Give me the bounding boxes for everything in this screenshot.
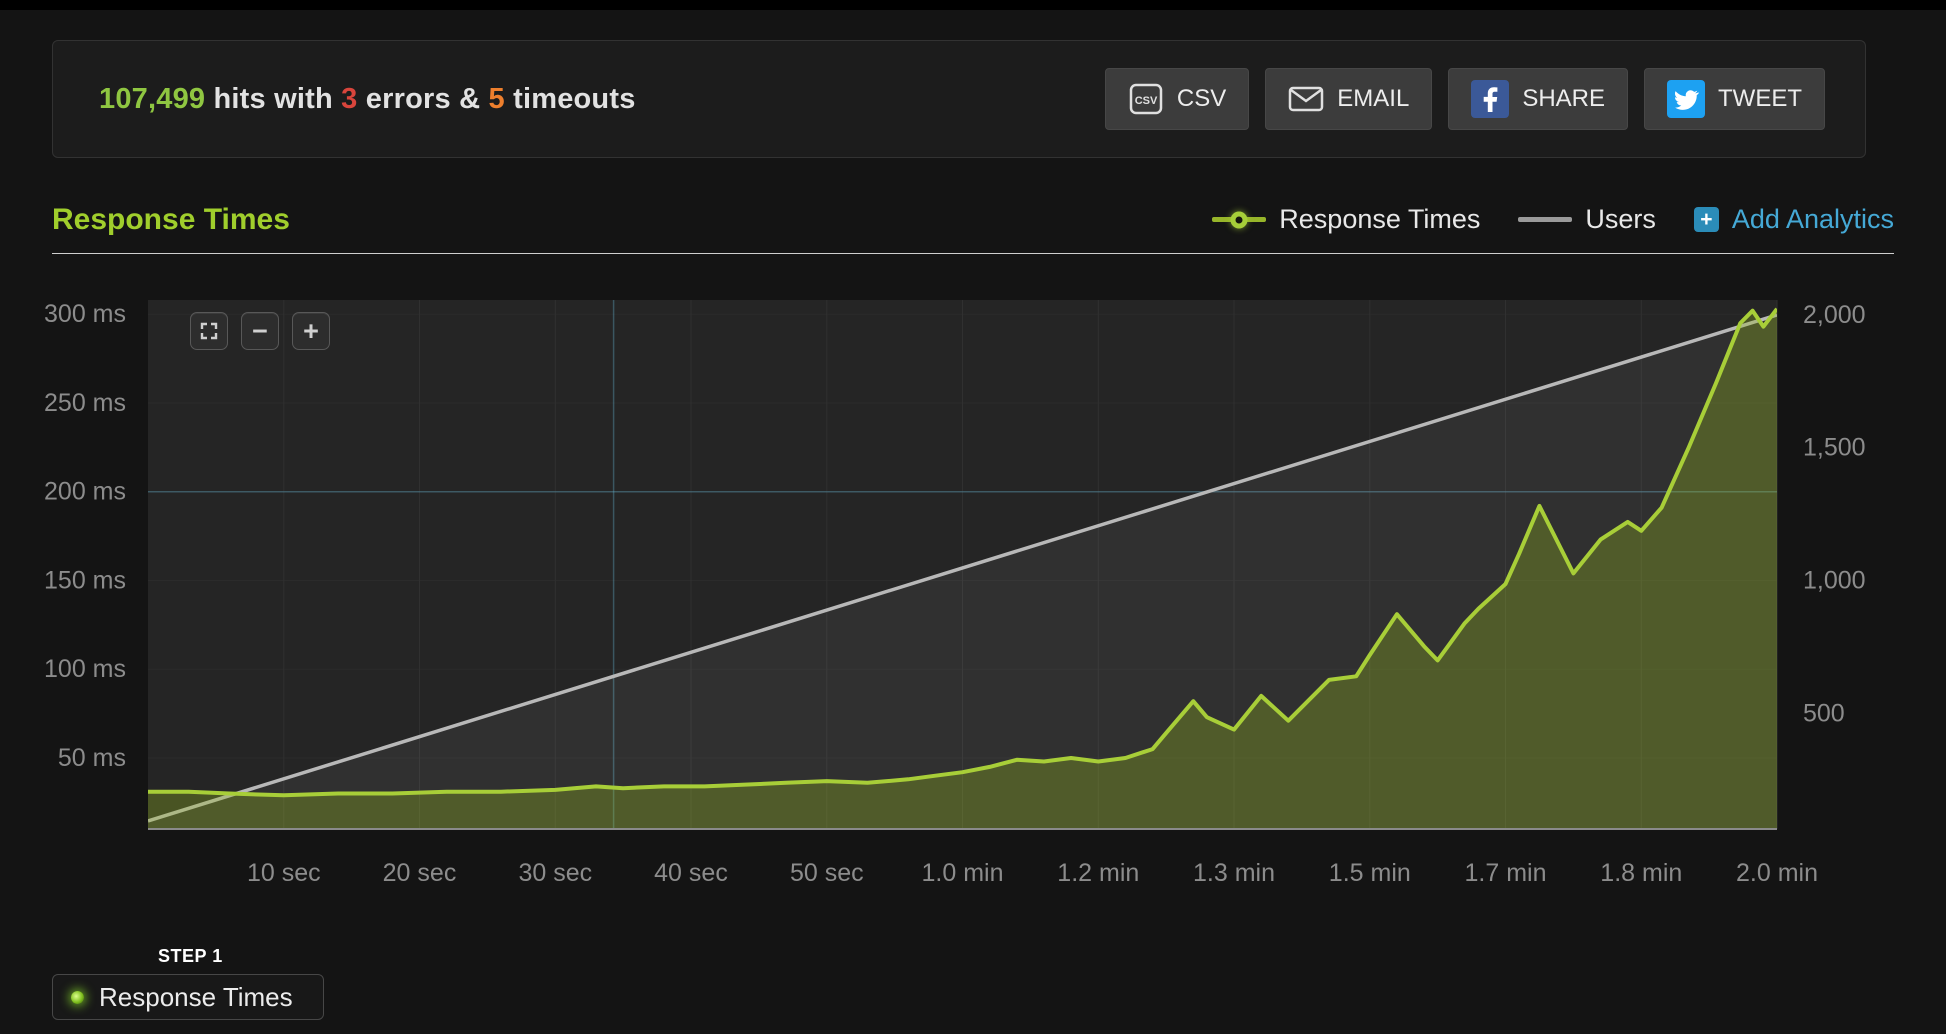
svg-text:1,500: 1,500 [1803,434,1866,462]
svg-text:2.0 min: 2.0 min [1736,859,1818,887]
zoom-in-button[interactable]: + [292,312,330,350]
series-status-dot-icon [71,990,84,1004]
chart-section-header: Response Times Response Times Users + Ad… [52,196,1894,254]
legend-response-times-label: Response Times [1279,204,1481,234]
svg-text:1.5 min: 1.5 min [1329,859,1411,887]
minus-icon: − [252,315,268,346]
top-edge [0,0,1946,10]
hits-count: 107,499 [99,82,206,115]
users-legend-marker-icon [1518,217,1573,222]
svg-text:CSV: CSV [1135,95,1158,107]
step-number-label: STEP 1 [158,946,223,966]
step-1-series-box[interactable]: Response Times [52,974,324,1020]
svg-text:100 ms: 100 ms [44,655,126,683]
csv-button[interactable]: CSV CSV [1104,68,1250,130]
email-button[interactable]: EMAIL [1265,68,1433,130]
timeouts-text: timeouts [513,82,636,115]
fit-view-button[interactable] [190,312,228,350]
timeouts-count: 5 [488,82,505,115]
tweet-button[interactable]: TWEET [1644,68,1825,130]
svg-text:150 ms: 150 ms [44,567,126,595]
chart-zoom-controls: − + [190,312,330,350]
legend-users-label: Users [1585,204,1656,234]
svg-text:50 ms: 50 ms [58,744,126,772]
svg-text:10 sec: 10 sec [247,859,321,887]
twitter-icon [1667,80,1705,118]
zoom-out-button[interactable]: − [241,312,279,350]
svg-text:200 ms: 200 ms [44,478,126,506]
svg-text:250 ms: 250 ms [44,389,126,417]
add-analytics-label: Add Analytics [1731,204,1894,234]
csv-button-label: CSV [1176,85,1227,112]
svg-text:1.8 min: 1.8 min [1600,859,1682,887]
export-actions: CSV CSV EMAIL SHARE [1104,68,1825,130]
svg-text:1.0 min: 1.0 min [922,859,1004,887]
legend-response-times[interactable]: Response Times [1212,204,1480,235]
stats-line: 107,499 hits with 3 errors & 5 timeouts [99,83,636,116]
csv-file-icon: CSV [1129,83,1163,115]
plus-icon: + [303,315,319,346]
errors-count: 3 [341,82,358,115]
step-series-label: Response Times [99,981,293,1012]
share-button-label: SHARE [1522,85,1605,112]
envelope-icon [1289,86,1324,112]
svg-text:1,000: 1,000 [1803,567,1866,595]
chart-legend: Response Times Users + Add Analytics [1212,204,1894,235]
svg-text:500: 500 [1803,699,1845,727]
facebook-icon [1471,80,1510,118]
share-button[interactable]: SHARE [1448,68,1628,130]
legend-users[interactable]: Users [1518,204,1656,235]
add-plus-icon: + [1693,207,1719,232]
svg-text:20 sec: 20 sec [383,859,457,887]
svg-text:50 sec: 50 sec [790,859,864,887]
summary-card: 107,499 hits with 3 errors & 5 timeouts … [52,40,1866,158]
svg-text:1.7 min: 1.7 min [1465,859,1547,887]
svg-text:2,000: 2,000 [1803,301,1866,329]
step-panel: STEP 1 Response Times [52,946,324,1020]
svg-text:1.2 min: 1.2 min [1057,859,1139,887]
svg-text:30 sec: 30 sec [518,859,592,887]
errors-text: errors & [365,82,481,115]
add-analytics-link[interactable]: + Add Analytics [1693,204,1894,235]
tweet-button-label: TWEET [1718,85,1802,112]
svg-text:1.3 min: 1.3 min [1193,859,1275,887]
hits-text: hits with [213,82,333,115]
email-button-label: EMAIL [1337,85,1410,112]
section-title: Response Times [52,202,290,236]
svg-text:40 sec: 40 sec [654,859,728,887]
response-times-legend-marker-icon [1212,211,1267,228]
expand-icon [200,322,218,340]
response-times-chart-canvas[interactable]: 300 ms 250 ms 200 ms 150 ms 100 ms 50 ms 2,000… [0,0,1946,920]
svg-text:300 ms: 300 ms [44,300,126,328]
